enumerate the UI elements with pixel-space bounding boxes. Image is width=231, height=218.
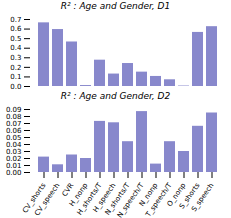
svg-text:0.2: 0.2 [10,64,21,72]
html-text:R² : Age and Gender, D2: R² : Age and Gender, D2 [60,91,171,101]
svg-text:0.02: 0.02 [6,155,22,163]
svg-text:0.08: 0.08 [6,113,22,121]
svg-text:H_shorts/T: H_shorts/T [75,181,104,217]
svg-text:0.03: 0.03 [6,148,22,156]
svg-text:H_speech: H_speech [91,181,118,214]
svg-text:CVR: CVR [60,181,76,199]
svg-text:0.3: 0.3 [10,54,21,62]
svg-text:O_nonp: O_nonp [165,181,188,208]
svg-text:0.6: 0.6 [10,25,22,33]
svg-text:H_nonp: H_nonp [67,181,90,208]
svg-text:0.09: 0.09 [6,106,22,114]
svg-text:CV_shorts: CV_shorts [21,181,48,215]
svg-text:N_nonp: N_nonp [137,181,160,208]
svg-text:0.04: 0.04 [6,141,22,149]
svg-text:0.5: 0.5 [10,35,21,43]
svg-text:0.07: 0.07 [6,120,22,128]
svg-text:0.1: 0.1 [10,73,21,81]
svg-text:0.4: 0.4 [10,44,22,52]
html-text:R² : Age and Gender, D1: R² : Age and Gender, D1 [60,1,171,11]
svg-text:0.05: 0.05 [6,134,22,142]
svg-text:0.0: 0.0 [10,83,21,90]
svg-text:S_speech: S_speech [190,182,215,214]
svg-text:0.00: 0.00 [6,169,22,177]
svg-text:N_shorts/T: N_shorts/T [103,181,132,217]
svg-text:CV_speech: CV_speech [33,182,61,218]
svg-text:0.06: 0.06 [6,127,22,135]
svg-text:0.01: 0.01 [6,162,22,170]
svg-text:S_shorts: S_shorts [177,181,202,211]
svg-text:0.7: 0.7 [10,16,21,24]
